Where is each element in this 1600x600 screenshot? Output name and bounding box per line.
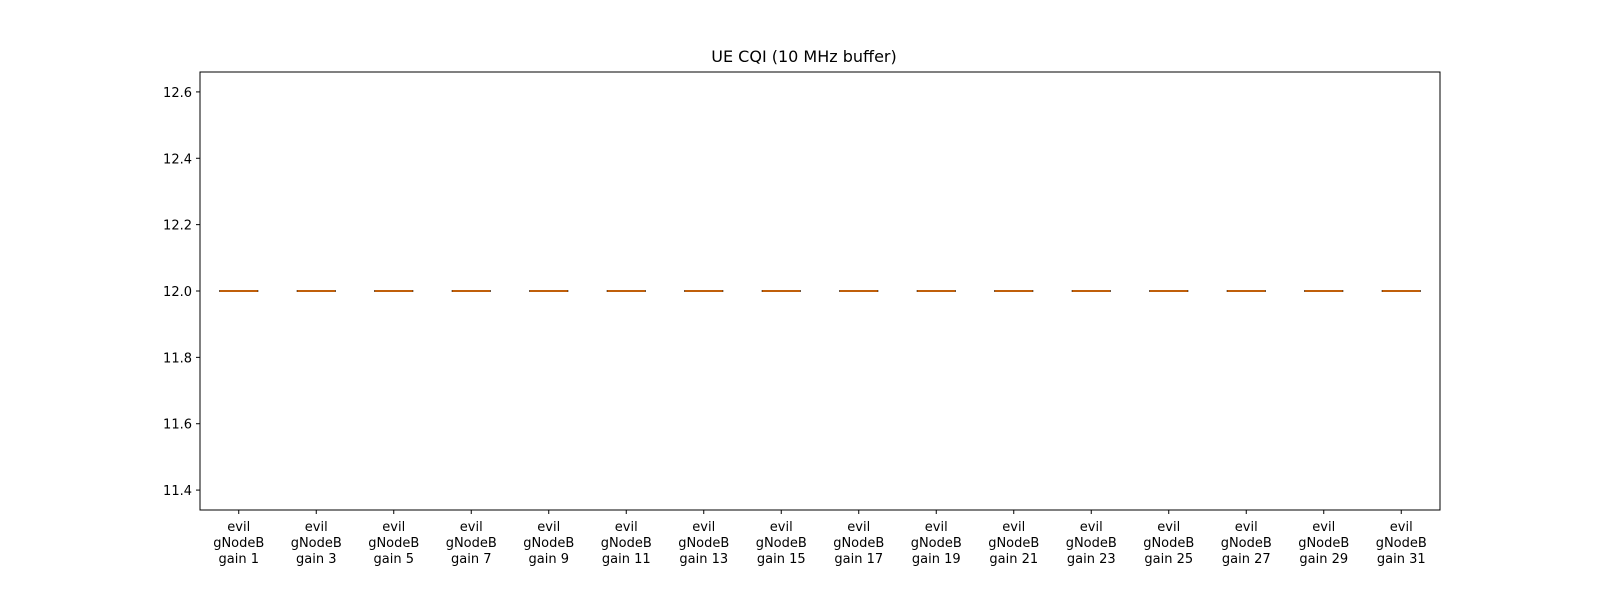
x-tick-label-line: gNodeB (213, 536, 264, 551)
x-tick-label-line: evil (1080, 520, 1103, 535)
x-tick-label: evil gNodeB gain 1 (213, 520, 264, 567)
x-tick-label: evil gNodeB gain 5 (368, 520, 419, 567)
x-tick-label-line: evil (692, 520, 715, 535)
x-tick-label-line: gNodeB (1143, 536, 1194, 551)
x-tick-label-line: evil (1157, 520, 1180, 535)
x-tick-label-line: gNodeB (291, 536, 342, 551)
box-3 (374, 290, 414, 292)
x-tick-label-line: evil (460, 520, 483, 535)
x-tick-label: evil gNodeB gain 25 (1143, 520, 1194, 567)
x-tick-label-line: gain 23 (1067, 552, 1116, 567)
box-16 (1381, 290, 1421, 292)
x-tick-label-line: evil (1390, 520, 1413, 535)
plot-frame (199, 71, 1441, 511)
box-2 (296, 290, 336, 292)
x-tick-label: evil gNodeB gain 11 (601, 520, 652, 567)
x-tick-label-line: evil (1312, 520, 1335, 535)
box-7 (684, 290, 724, 292)
y-tick-label: 11.8 (163, 351, 192, 366)
y-tick-label: 11.6 (163, 418, 192, 433)
y-tick-label: 12.2 (163, 219, 192, 234)
x-tick-label: evil gNodeB gain 3 (291, 520, 342, 567)
x-tick-label-line: gNodeB (446, 536, 497, 551)
x-tick-label-line: gain 7 (451, 552, 491, 567)
x-tick-label-line: gNodeB (756, 536, 807, 551)
x-tick-label-line: evil (925, 520, 948, 535)
box-4 (451, 290, 491, 292)
y-tick-label: 12.4 (163, 152, 192, 167)
x-tick-label: evil gNodeB gain 19 (911, 520, 962, 567)
x-tick-label-line: gain 29 (1299, 552, 1348, 567)
x-tick-label-line: gNodeB (833, 536, 884, 551)
box-12 (1071, 290, 1111, 292)
chart-title: UE CQI (10 MHz buffer) (711, 47, 896, 66)
x-tick-label-line: evil (1002, 520, 1025, 535)
x-tick-label: evil gNodeB gain 21 (988, 520, 1039, 567)
x-tick-label-line: evil (537, 520, 560, 535)
x-tick-label-line: gNodeB (1221, 536, 1272, 551)
x-tick-label-line: gain 1 (219, 552, 259, 567)
x-tick-label-line: gain 5 (374, 552, 414, 567)
x-tick-label-line: evil (227, 520, 250, 535)
box-8 (761, 290, 801, 292)
x-tick-label: evil gNodeB gain 29 (1298, 520, 1349, 567)
box-1 (219, 290, 259, 292)
x-tick-label-line: gain 9 (529, 552, 569, 567)
x-tick-label: evil gNodeB gain 7 (446, 520, 497, 567)
box-13 (1149, 290, 1189, 292)
x-tick-label: evil gNodeB gain 13 (678, 520, 729, 567)
x-tick-label-line: gain 25 (1144, 552, 1193, 567)
x-tick-label-line: evil (847, 520, 870, 535)
x-tick-label: evil gNodeB gain 31 (1376, 520, 1427, 567)
x-tick-label-line: gain 19 (912, 552, 961, 567)
x-tick-label: evil gNodeB gain 15 (756, 520, 807, 567)
x-tick-label-line: evil (382, 520, 405, 535)
x-tick-label-line: gain 15 (757, 552, 806, 567)
x-tick-label-line: gain 11 (602, 552, 651, 567)
x-tick-label-line: gNodeB (911, 536, 962, 551)
x-tick-label-line: gain 17 (834, 552, 883, 567)
x-tick-label: evil gNodeB gain 27 (1221, 520, 1272, 567)
x-tick-label-line: gain 3 (296, 552, 336, 567)
x-tick-label-line: evil (1235, 520, 1258, 535)
y-tick-label: 12.6 (163, 86, 192, 101)
x-tick-label-line: gain 13 (679, 552, 728, 567)
x-tick-label-line: gain 31 (1377, 552, 1426, 567)
box-15 (1304, 290, 1344, 292)
x-tick-label-line: evil (305, 520, 328, 535)
y-axis: 11.4 11.6 11.8 12.0 12.2 12.4 12.6 (163, 86, 200, 499)
x-tick-label: evil gNodeB gain 17 (833, 520, 884, 567)
y-tick-label: 11.4 (163, 484, 192, 499)
box-11 (994, 290, 1034, 292)
x-tick-label-line: gNodeB (988, 536, 1039, 551)
boxes (219, 290, 1421, 292)
box-5 (529, 290, 569, 292)
x-tick-label: evil gNodeB gain 23 (1066, 520, 1117, 567)
x-tick-label-line: gain 21 (989, 552, 1038, 567)
box-10 (916, 290, 956, 292)
x-tick-label: evil gNodeB gain 9 (523, 520, 574, 567)
x-tick-label-line: gNodeB (523, 536, 574, 551)
x-tick-label-line: gain 27 (1222, 552, 1271, 567)
box-6 (606, 290, 646, 292)
x-tick-label-line: evil (615, 520, 638, 535)
x-tick-label-line: gNodeB (601, 536, 652, 551)
x-tick-label-line: evil (770, 520, 793, 535)
box-14 (1226, 290, 1266, 292)
x-tick-label-line: gNodeB (678, 536, 729, 551)
x-tick-label-line: gNodeB (1298, 536, 1349, 551)
x-tick-label-line: gNodeB (1376, 536, 1427, 551)
x-tick-label-line: gNodeB (1066, 536, 1117, 551)
x-tick-label-line: gNodeB (368, 536, 419, 551)
box-9 (839, 290, 879, 292)
y-tick-label: 12.0 (163, 285, 192, 300)
